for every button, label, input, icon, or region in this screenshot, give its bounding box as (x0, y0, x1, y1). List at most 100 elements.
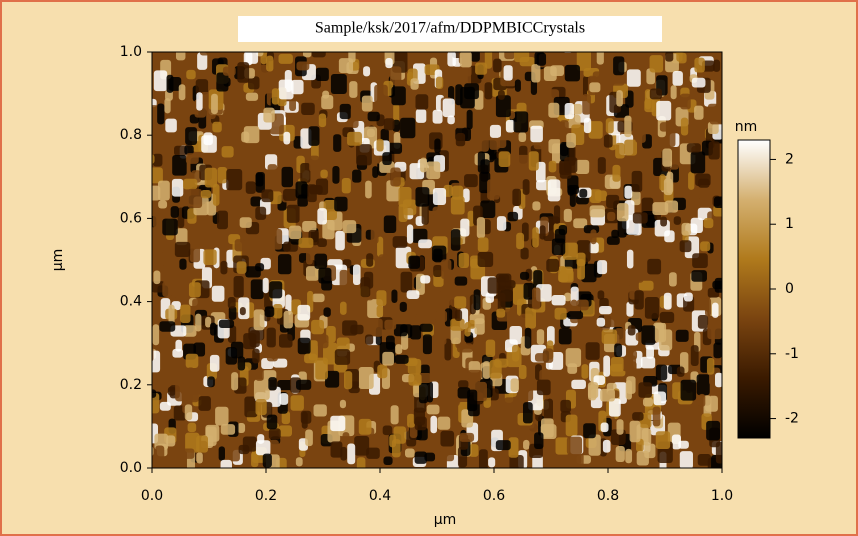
image-pixel (410, 78, 419, 90)
image-pixel (617, 218, 627, 238)
image-pixel (703, 218, 714, 229)
image-pixel (384, 319, 397, 330)
image-pixel (225, 347, 238, 365)
image-pixel (318, 113, 327, 128)
image-pixel (195, 79, 209, 95)
image-pixel (489, 124, 501, 138)
image-pixel (317, 208, 327, 225)
colorbar (737, 139, 771, 439)
image-pixel (399, 386, 413, 403)
image-pixel (468, 361, 481, 373)
image-pixel (394, 354, 409, 364)
image-pixel (654, 322, 665, 343)
image-pixel (457, 387, 471, 399)
image-pixel (432, 336, 447, 345)
image-pixel (450, 196, 465, 215)
image-pixel (531, 64, 541, 83)
image-pixel (377, 236, 384, 258)
image-pixel (576, 299, 589, 311)
image-pixel (184, 145, 194, 155)
image-pixel (444, 338, 452, 361)
image-pixel (465, 235, 478, 251)
image-pixel (401, 332, 409, 350)
image-pixel (408, 373, 422, 386)
image-pixel (171, 178, 184, 197)
image-pixel (266, 349, 278, 362)
image-pixel (659, 311, 675, 324)
image-pixel (558, 328, 572, 345)
image-pixel (688, 171, 695, 190)
image-pixel (667, 125, 676, 147)
image-pixel (642, 397, 654, 407)
image-pixel (602, 439, 611, 453)
image-pixel (548, 102, 560, 118)
image-pixel (263, 107, 275, 123)
image-pixel (464, 83, 479, 100)
image-pixel (237, 422, 246, 434)
image-pixel (554, 228, 566, 243)
image-pixel (583, 423, 596, 439)
image-pixel (560, 399, 571, 413)
image-pixel (251, 451, 259, 468)
image-pixel (435, 76, 444, 89)
image-pixel (278, 79, 294, 100)
image-pixel (336, 337, 350, 352)
image-pixel (514, 154, 530, 167)
image-pixel (366, 253, 374, 267)
image-pixel (663, 292, 672, 310)
image-pixel (301, 102, 315, 116)
image-pixel (158, 200, 168, 209)
image-pixel (406, 224, 414, 244)
y-tick-label: 0.6 (120, 210, 142, 226)
image-pixel (641, 325, 656, 345)
image-pixel (528, 151, 539, 171)
image-pixel (549, 373, 561, 388)
image-pixel (386, 142, 403, 154)
image-pixel (211, 285, 225, 302)
image-pixel (420, 157, 428, 173)
image-pixel (437, 416, 451, 430)
image-pixel (237, 356, 246, 371)
image-pixel (550, 65, 565, 77)
image-pixel (245, 92, 259, 101)
image-pixel (304, 353, 318, 364)
image-pixel (432, 187, 447, 205)
image-pixel (416, 426, 428, 441)
image-pixel (651, 276, 662, 294)
image-pixel (382, 152, 392, 165)
image-pixel (367, 111, 380, 122)
image-pixel (664, 230, 675, 243)
image-pixel (452, 185, 464, 200)
image-pixel (352, 264, 361, 285)
image-pixel (230, 445, 240, 462)
x-tick-label: 0.8 (597, 488, 619, 504)
image-pixel (510, 378, 519, 392)
image-pixel (300, 162, 311, 183)
image-pixel (435, 310, 448, 323)
image-pixel (579, 188, 588, 198)
image-pixel (608, 398, 621, 417)
image-pixel (672, 70, 683, 86)
image-pixel (196, 452, 203, 464)
image-pixel (534, 353, 547, 362)
image-pixel (178, 84, 186, 101)
image-pixel (382, 351, 394, 366)
image-pixel (271, 88, 280, 105)
image-pixel (512, 344, 520, 362)
image-pixel (540, 424, 557, 440)
image-pixel (330, 441, 343, 458)
image-pixel (382, 425, 393, 436)
image-pixel (175, 381, 185, 402)
image-pixel (676, 366, 685, 377)
y-tick-label: 1.0 (120, 44, 142, 60)
image-pixel (656, 100, 672, 121)
image-pixel (162, 364, 178, 381)
image-pixel (616, 419, 624, 435)
image-pixel (293, 136, 303, 149)
image-pixel (588, 407, 595, 417)
image-pixel (715, 441, 722, 464)
image-pixel (582, 94, 591, 115)
image-pixel (655, 431, 671, 450)
image-pixel (358, 418, 372, 435)
image-pixel (603, 134, 613, 148)
